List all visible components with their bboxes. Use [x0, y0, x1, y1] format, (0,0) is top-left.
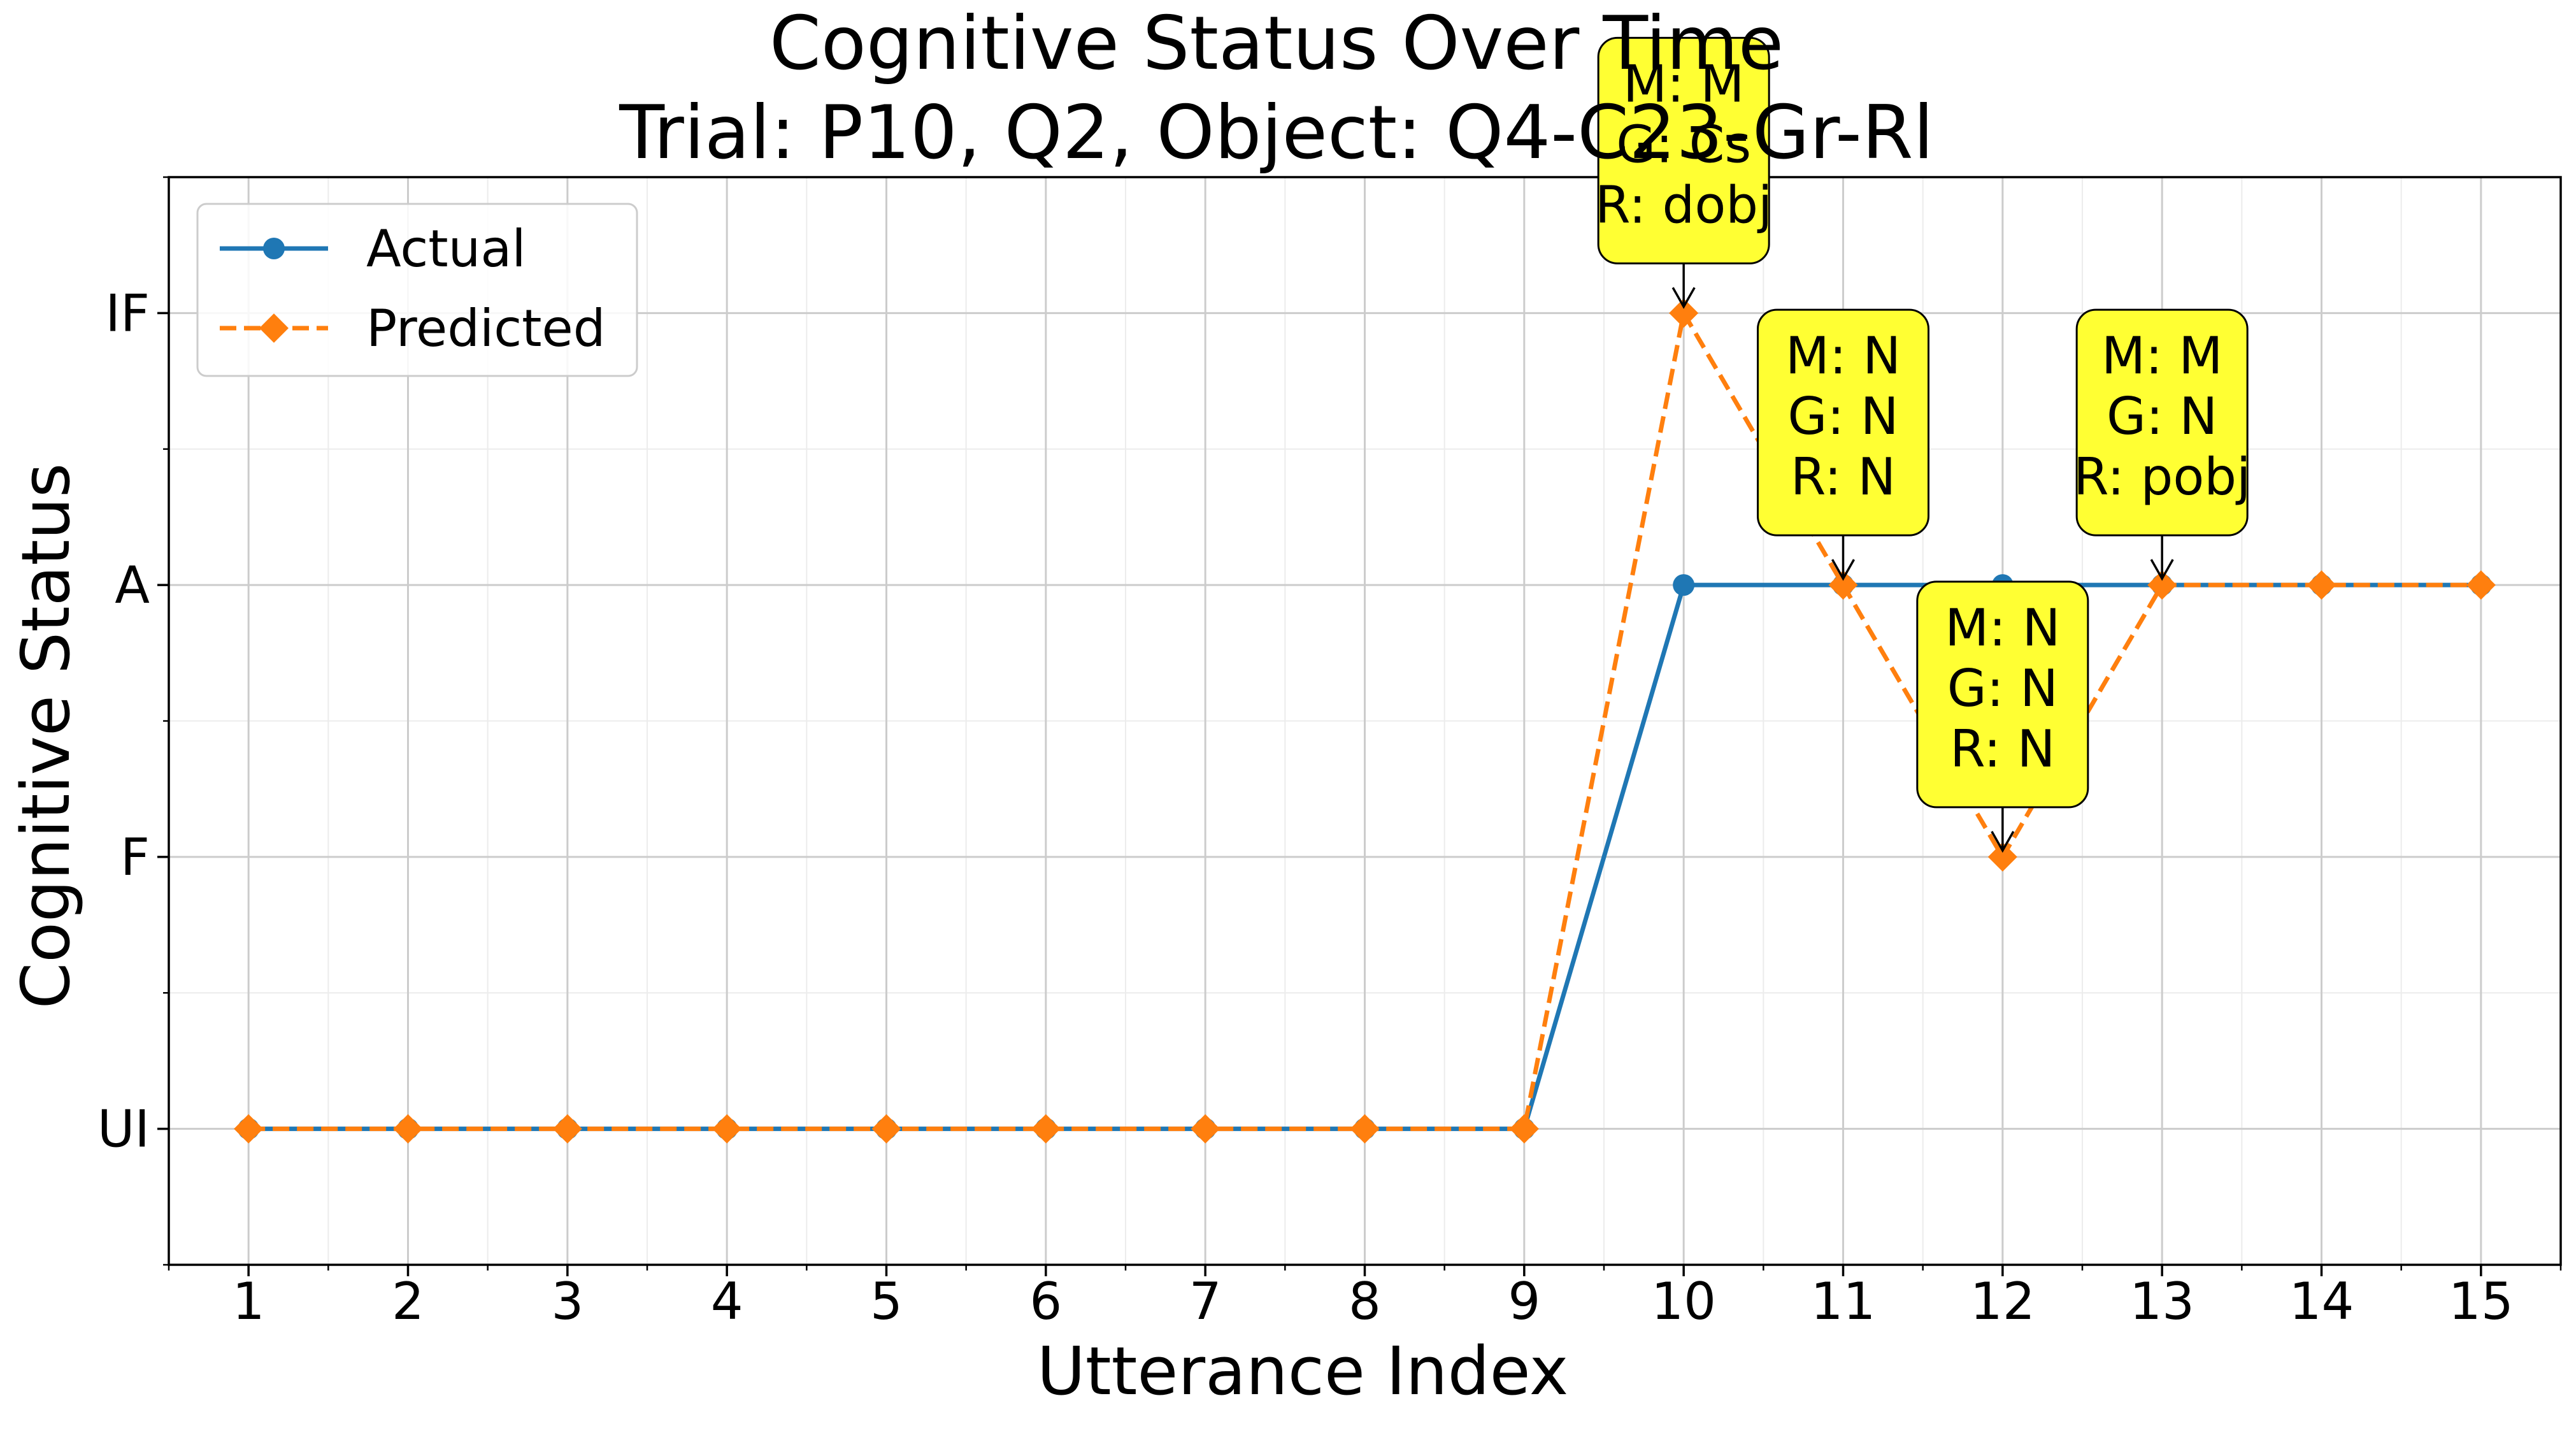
data-point-predicted: [712, 1114, 742, 1144]
y-tick-label: A: [115, 556, 150, 615]
x-tick-label: 14: [2289, 1272, 2354, 1331]
legend-marker-predicted: [259, 313, 289, 343]
annotation-text: R: N: [1950, 719, 2055, 779]
annotation-text: R: dobj: [1595, 175, 1772, 234]
x-tick-label: 3: [551, 1272, 583, 1331]
data-point-predicted: [1031, 1114, 1061, 1144]
data-point-predicted: [1509, 1114, 1539, 1144]
y-tick-label: IF: [105, 284, 150, 343]
x-tick-label: 7: [1189, 1272, 1222, 1331]
annotation-text: G: N: [1787, 387, 1898, 446]
x-tick-label: 1: [233, 1272, 265, 1331]
x-tick-label: 5: [870, 1272, 903, 1331]
x-tick-label: 15: [2449, 1272, 2514, 1331]
x-tick-label: 8: [1349, 1272, 1381, 1331]
annotation-background: [1916, 580, 2089, 809]
data-point-predicted: [871, 1114, 901, 1144]
x-tick-label: 2: [392, 1272, 424, 1331]
data-point-predicted: [234, 1114, 264, 1144]
data-point-predicted: [2466, 570, 2496, 600]
annotation-text: M: M: [2101, 326, 2222, 385]
x-tick-label: 10: [1651, 1272, 1716, 1331]
data-point-predicted: [1350, 1114, 1380, 1144]
legend-label-predicted: Predicted: [366, 299, 606, 358]
annotation-box: M: MG: NR: pobj: [2073, 308, 2250, 581]
annotation-text: M: M: [1623, 54, 1744, 113]
x-tick-label: 6: [1029, 1272, 1062, 1331]
annotation-background: [2075, 308, 2249, 536]
annotation-arrow-head: [1671, 287, 1696, 309]
legend-marker-actual: [263, 238, 285, 259]
x-tick-label: 11: [1811, 1272, 1876, 1331]
legend-label-actual: Actual: [366, 219, 526, 278]
data-point-predicted: [2307, 570, 2336, 600]
data-point-predicted: [2147, 570, 2177, 600]
data-point-predicted: [1987, 842, 2017, 872]
y-tick-label: UI: [97, 1100, 150, 1159]
data-point-predicted: [1191, 1114, 1220, 1144]
annotation-text: M: N: [1945, 598, 2060, 658]
x-tick-label: 12: [1970, 1272, 2035, 1331]
annotation-arrow-head: [2150, 559, 2174, 581]
x-axis-label: Utterance Index: [1037, 1332, 1569, 1410]
annotation-box: M: MG: CsR: dobj: [1595, 36, 1772, 309]
annotation-text: G: Cs: [1616, 115, 1751, 174]
annotation-background: [1597, 36, 1770, 264]
annotation-text: R: N: [1791, 447, 1896, 507]
x-tick-label: 13: [2129, 1272, 2194, 1331]
y-tick-label: F: [120, 828, 150, 887]
data-point-predicted: [1669, 298, 1699, 328]
annotation-arrow-head: [1991, 831, 2015, 853]
chart-title-line-2: Trial: P10, Q2, Object: Q4-C23-Gr-Rl: [619, 90, 1933, 176]
data-point-actual: [1673, 574, 1695, 596]
annotation-text: G: N: [1947, 659, 2058, 718]
annotation-box: M: NG: NR: N: [1757, 308, 1929, 581]
data-point-predicted: [1828, 570, 1858, 600]
x-tick-label: 4: [711, 1272, 743, 1331]
chart-title-line-1: Cognitive Status Over Time: [769, 1, 1784, 87]
annotation-text: R: pobj: [2073, 447, 2250, 507]
x-tick-label: 9: [1508, 1272, 1540, 1331]
annotation-box: M: NG: NR: N: [1916, 580, 2089, 853]
annotation-text: M: N: [1785, 326, 1901, 385]
annotation-background: [1757, 308, 1929, 536]
annotation-text: G: N: [2107, 387, 2217, 446]
y-axis-label: Cognitive Status: [7, 463, 85, 1009]
data-point-predicted: [393, 1114, 423, 1144]
annotation-arrow-head: [1831, 559, 1856, 581]
data-point-predicted: [552, 1114, 582, 1144]
